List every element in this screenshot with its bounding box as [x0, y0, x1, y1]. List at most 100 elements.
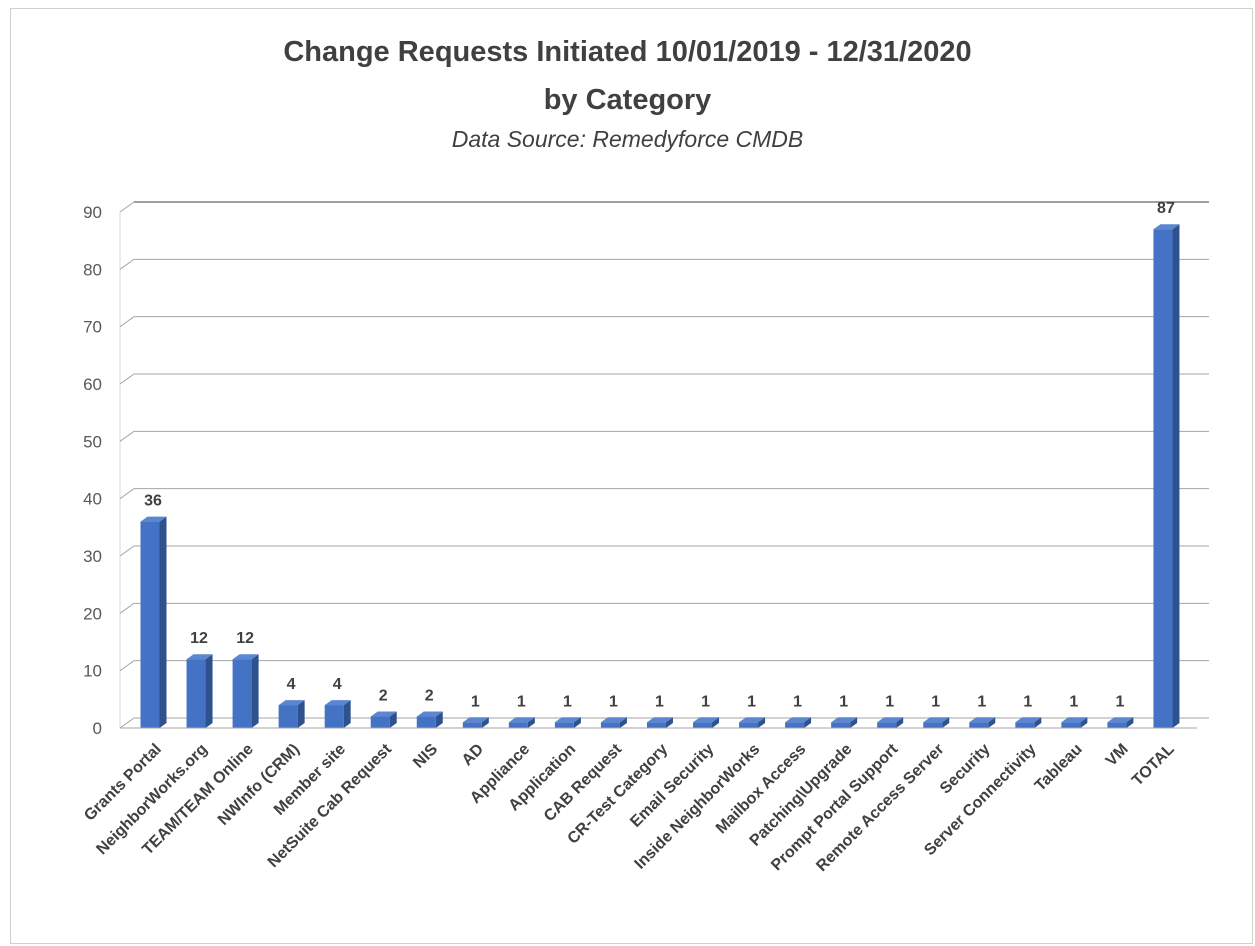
bar-14 [785, 717, 812, 728]
bar-20 [1061, 717, 1088, 728]
bar-front [1107, 722, 1127, 728]
data-label: 1 [839, 693, 848, 710]
bar-8 [508, 717, 535, 728]
bar-top [877, 717, 904, 723]
gridline-diagonal [119, 602, 135, 614]
bar-top [600, 717, 627, 723]
bar-top [1015, 717, 1042, 723]
bar-1 [186, 654, 213, 728]
gridline-diagonal [119, 258, 135, 270]
x-tick-label: Tableau [1032, 741, 1086, 795]
bar-front [785, 722, 805, 728]
bar-side [896, 717, 904, 728]
bar-front [969, 722, 989, 728]
bar-side [527, 717, 535, 728]
bar-2 [232, 654, 259, 728]
bar-side [251, 654, 259, 728]
bar-top [923, 717, 950, 723]
data-label: 36 [144, 493, 162, 510]
data-label: 1 [793, 693, 802, 710]
chart-title: Change Requests Initiated 10/01/2019 - 1… [283, 36, 972, 68]
x-tick-label: Grants Portal [81, 741, 165, 825]
bar-top [1153, 224, 1180, 230]
data-label: 87 [1157, 200, 1175, 217]
bar-top [693, 717, 720, 723]
bar-front [1153, 229, 1173, 728]
bar-top [831, 717, 858, 723]
bar-side [205, 654, 213, 728]
bar-front [278, 705, 298, 728]
x-tick-label: VM [1103, 741, 1132, 770]
bar-top [1061, 717, 1088, 723]
bar-front [1015, 722, 1035, 728]
bar-front [923, 722, 943, 728]
gridline-diagonal [119, 201, 135, 213]
bar-12 [693, 717, 720, 728]
bar-top [370, 711, 397, 717]
bar-top [186, 654, 213, 660]
data-label: 1 [1115, 693, 1124, 710]
bar-top [324, 700, 351, 706]
chart-title-line2: by Category [543, 84, 712, 116]
bar-side [297, 700, 305, 728]
bar-side [159, 516, 167, 728]
bar-4 [324, 700, 351, 728]
bar-top [969, 717, 996, 723]
bar-21 [1107, 717, 1134, 728]
bar-side [942, 717, 950, 728]
bar-front [140, 521, 160, 728]
bar-top [554, 717, 581, 723]
bar-side [804, 717, 812, 728]
bar-side [619, 717, 627, 728]
gridline-diagonal [119, 660, 135, 672]
gridline-diagonal [119, 373, 135, 385]
bar-9 [554, 717, 581, 728]
bar-side [1034, 717, 1042, 728]
bar-side [712, 717, 720, 728]
bar-front [877, 722, 897, 728]
bar-front [324, 705, 344, 728]
bar-side [343, 700, 351, 728]
bar-front [370, 716, 390, 728]
bar-front [232, 659, 252, 728]
bar-7 [462, 717, 489, 728]
bar-side [1126, 717, 1134, 728]
y-tick-label: 60 [83, 375, 102, 394]
bar-15 [831, 717, 858, 728]
x-tick-label: AD [459, 741, 487, 769]
bar-front [508, 722, 528, 728]
bar-17 [923, 717, 950, 728]
data-label: 1 [1069, 693, 1078, 710]
data-label: 1 [655, 693, 664, 710]
chart-frame [10, 8, 1253, 944]
bar-side [389, 711, 397, 728]
data-label: 1 [931, 693, 940, 710]
y-tick-label: 70 [83, 318, 102, 337]
x-tick-label: TOTAL [1129, 741, 1178, 790]
data-label: 2 [379, 688, 388, 705]
y-tick-label: 0 [93, 719, 102, 738]
bar-top [739, 717, 766, 723]
bar-top [232, 654, 259, 660]
chart-subtitle: Data Source: Remedyforce CMDB [451, 126, 804, 152]
data-label: 1 [609, 693, 618, 710]
data-label: 12 [236, 630, 254, 647]
y-tick-label: 90 [83, 203, 102, 222]
bar-top [508, 717, 535, 723]
y-tick-label: 40 [83, 490, 102, 509]
bar-top [462, 717, 489, 723]
bar-top [140, 516, 167, 522]
bar-top [416, 711, 443, 717]
gridline-diagonal [119, 717, 135, 729]
bar-18 [969, 717, 996, 728]
y-tick-label: 30 [83, 547, 102, 566]
bar-side [1080, 717, 1088, 728]
bar-0 [140, 516, 167, 728]
bar-22 [1153, 224, 1180, 728]
bar-13 [739, 717, 766, 728]
bar-top [1107, 717, 1134, 723]
data-label: 1 [517, 693, 526, 710]
bar-side [435, 711, 443, 728]
x-tick-label: NIS [410, 741, 441, 772]
